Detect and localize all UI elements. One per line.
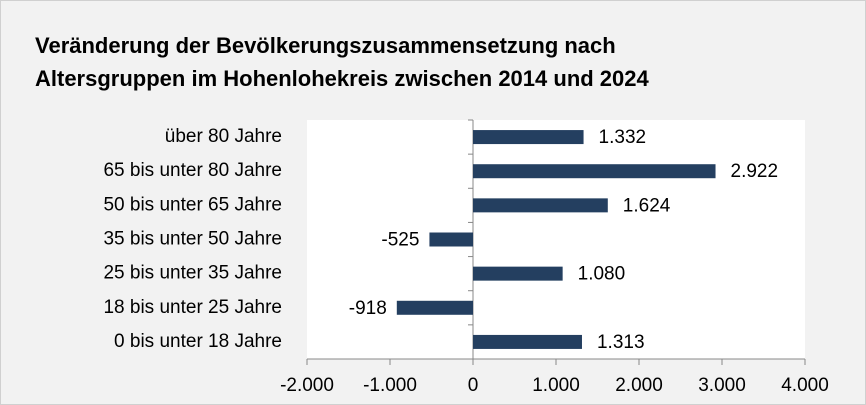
x-tick-label: -2.000 <box>280 375 334 396</box>
y-tick-label: 65 bis unter 80 Jahre <box>103 160 282 181</box>
bar <box>473 164 716 179</box>
data-label: -525 <box>381 230 419 251</box>
plot-area <box>307 120 805 359</box>
bar <box>473 334 582 349</box>
y-tick-label: 18 bis unter 25 Jahre <box>103 297 282 318</box>
chart-title: Veränderung der Bevölkerungszusammensetz… <box>35 33 616 58</box>
bar <box>396 300 473 315</box>
data-label: -918 <box>349 298 387 319</box>
bar <box>473 130 584 145</box>
x-tick-label: -1.000 <box>363 375 417 396</box>
y-tick-label: 50 bis unter 65 Jahre <box>103 194 282 215</box>
chart-title: Altersgruppen im Hohenlohekreis zwischen… <box>35 66 650 91</box>
y-tick-label: 25 bis unter 35 Jahre <box>103 263 282 284</box>
x-tick-label: 4.000 <box>781 375 829 396</box>
data-label: 2.922 <box>731 161 779 182</box>
x-tick-label: 0 <box>468 375 479 396</box>
data-label: 1.080 <box>578 264 626 285</box>
y-tick-label: über 80 Jahre <box>165 126 282 147</box>
y-tick-label: 35 bis unter 50 Jahre <box>103 229 282 250</box>
data-label: 1.313 <box>597 332 645 353</box>
data-label: 1.332 <box>599 127 647 148</box>
x-tick-label: 1.000 <box>532 375 580 396</box>
y-tick-label: 0 bis unter 18 Jahre <box>114 331 282 352</box>
bar <box>473 266 563 281</box>
x-tick-label: 2.000 <box>615 375 663 396</box>
x-tick-label: 3.000 <box>698 375 746 396</box>
data-label: 1.624 <box>623 195 671 216</box>
bar <box>429 232 473 247</box>
bar <box>473 198 608 213</box>
